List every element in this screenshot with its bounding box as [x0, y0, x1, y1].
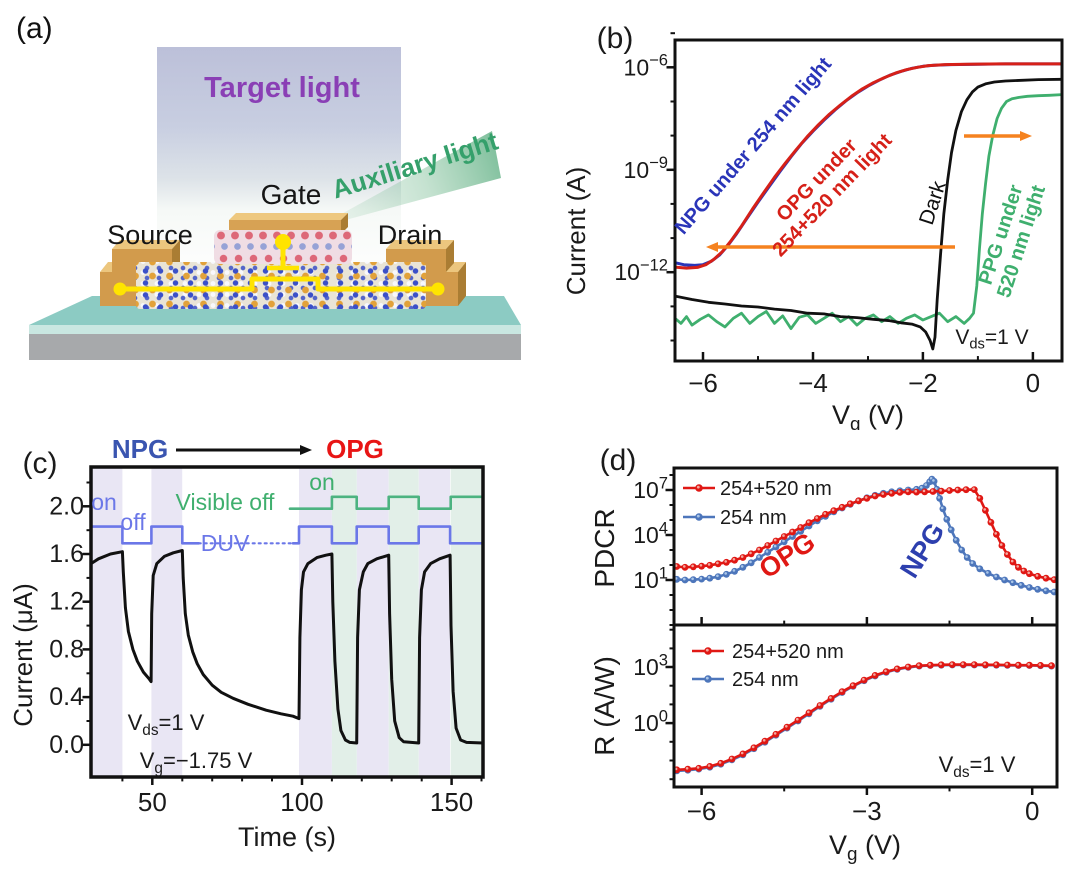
arrow-head — [300, 445, 312, 455]
bias-annotation-b: Vds=1 V — [955, 326, 1028, 353]
legend-label: 254 nm — [720, 507, 787, 529]
source-label: Source — [107, 220, 193, 250]
y-tick-label: 10−9 — [624, 153, 668, 183]
duv-band — [356, 467, 389, 777]
opg-254-520nm-curve — [675, 62, 1062, 270]
y-tick-label: 103 — [633, 650, 668, 680]
x-axis-title-c: Time (s) — [238, 822, 336, 852]
visible-off-label: Visible off — [176, 489, 275, 515]
x-tick-label: 150 — [430, 787, 473, 817]
x-tick-label: 50 — [138, 787, 167, 817]
auxiliary-light-cone — [316, 131, 501, 228]
device-scene-front — [113, 234, 445, 296]
duv-wave-solid-2 — [291, 525, 483, 545]
legend: 254+520 nm 254 nm — [683, 478, 832, 529]
duv-band — [151, 467, 183, 777]
npg-label-d: NPG — [894, 517, 950, 583]
y-tick-label: 0.0 — [49, 731, 84, 759]
arrow-head — [706, 242, 718, 252]
y-tick-label: 104 — [633, 518, 668, 548]
series-group — [675, 62, 1062, 351]
npg-header: NPG — [112, 434, 168, 464]
panel-c-label: (c) — [23, 447, 58, 480]
x-tick-label: 0 — [1026, 368, 1040, 398]
duv-on-label: on — [91, 489, 117, 515]
series-group — [91, 495, 483, 745]
y-axis-ticks — [82, 481, 91, 747]
panel-a-device-schematic: (a) — [0, 0, 540, 430]
panel-d-label: (d) — [600, 444, 637, 477]
duv-band — [418, 467, 451, 777]
photocurrent-trace — [91, 549, 483, 745]
y-tick-label: 1.2 — [49, 588, 84, 616]
x-tick-label: −3 — [852, 796, 882, 826]
panel-b-transfer-curves: −6 −4 −2 010−610−910−12(b)NPG under 254 nm … — [561, 22, 1064, 430]
y-tick-label: 1.6 — [49, 540, 84, 568]
plot-frame — [89, 465, 485, 779]
x-axis-title-b: Vg (V) — [832, 400, 904, 430]
substrate-base — [29, 334, 521, 360]
visible-band — [331, 467, 357, 777]
bias-annotation-c2: Vg=−1.75 V — [140, 748, 253, 777]
drain-label: Drain — [377, 220, 443, 250]
y-tick-label: 0.4 — [49, 683, 84, 711]
x-tick-label: 0 — [1025, 796, 1039, 826]
duv-band — [299, 467, 332, 777]
y-axis-title-db: R (A/W) — [589, 656, 620, 756]
x-tick-label: −2 — [908, 368, 938, 398]
y-axis-ticks — [665, 628, 674, 781]
y-axis-title-dt: PDCR — [589, 508, 620, 587]
x-axis-title-d: Vg (V) — [829, 830, 901, 865]
legend-label: 254+520 nm — [720, 478, 832, 500]
y-axis-title-c: Current (μA) — [8, 583, 38, 727]
y-tick-label: 107 — [633, 473, 668, 503]
bias-annotation-d: Vds=1 V — [939, 752, 1016, 781]
y-tick-label: 10−6 — [624, 51, 668, 81]
visible-on-label: on — [309, 469, 335, 495]
visible-band — [388, 467, 419, 777]
duv-wave-solid-1 — [91, 525, 200, 545]
gate-label: Gate — [260, 179, 322, 210]
x-axis-ticks — [701, 352, 1035, 361]
y-axis-ticks — [666, 32, 675, 342]
y-tick-label: 100 — [633, 706, 668, 736]
panel-b-label: (b) — [597, 22, 634, 55]
y-tick-label: 10−12 — [614, 256, 668, 286]
y-axis-title-b: Current (A) — [561, 167, 591, 296]
panel-a-label: (a) — [16, 12, 53, 45]
y-tick-label: 101 — [633, 563, 668, 593]
bias-annotation-c1: Vds=1 V — [128, 710, 205, 739]
y-tick-label: 0.8 — [49, 635, 84, 663]
measurement-circuit-wire — [113, 234, 445, 296]
dark-curve — [675, 77, 1062, 351]
plot-frame — [672, 623, 1059, 789]
x-axis-ticks — [700, 787, 1034, 795]
duv-band — [91, 467, 123, 777]
legend-label: 254 nm — [732, 669, 799, 691]
x-tick-label: −4 — [798, 368, 828, 398]
gate-probe-dot — [275, 234, 291, 250]
series-group — [674, 475, 1057, 596]
legend-label: 254+520 nm — [732, 641, 844, 663]
y-tick-label: 2.0 — [49, 492, 84, 520]
duv-label: DUV — [201, 530, 250, 556]
x-tick-label: −6 — [687, 796, 717, 826]
target-light-label: Target light — [204, 72, 360, 104]
legend: 254+520 nm 254 nm — [692, 641, 844, 691]
arrow-head — [1020, 131, 1032, 141]
x-axis-ticks — [121, 777, 483, 785]
duv-off-label: off — [120, 509, 146, 535]
x-tick-label: 100 — [280, 787, 323, 817]
substrate-front-face — [29, 325, 521, 334]
series-group — [674, 661, 1055, 775]
opg-header: OPG — [326, 434, 384, 464]
y-axis-ticks — [665, 474, 674, 626]
x-tick-label: −6 — [688, 368, 718, 398]
visible-wave — [288, 495, 483, 510]
